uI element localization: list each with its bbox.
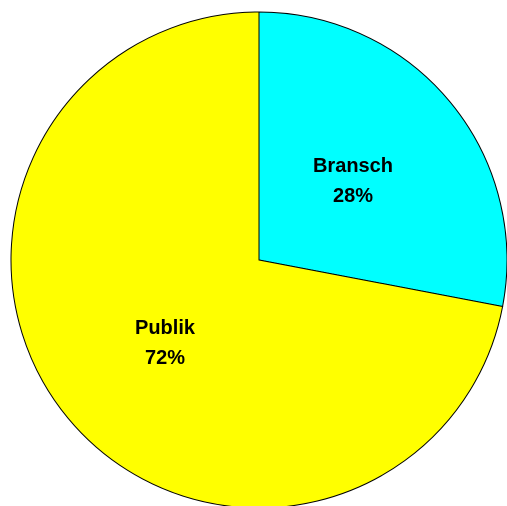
slice-percent-publik: 72% — [145, 347, 185, 369]
pie-labels: Bransch 28% Publik 72% — [135, 155, 393, 369]
slice-label-bransch: Bransch — [313, 155, 393, 177]
slice-percent-bransch: 28% — [333, 185, 373, 207]
slice-label-publik: Publik — [135, 317, 196, 339]
pie-slices — [10, 11, 507, 506]
pie-slice-publik — [10, 11, 504, 506]
